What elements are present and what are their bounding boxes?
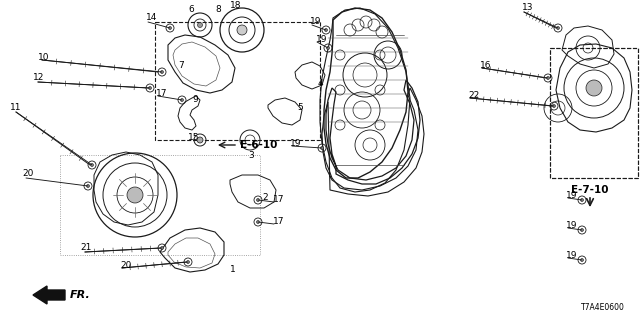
Circle shape — [148, 86, 152, 90]
Circle shape — [186, 260, 189, 263]
Circle shape — [198, 22, 202, 28]
Text: 8: 8 — [215, 5, 221, 14]
Text: E-7-10: E-7-10 — [572, 185, 609, 195]
Bar — [60, 155, 260, 255]
Text: 5: 5 — [297, 102, 303, 111]
Text: 18: 18 — [230, 2, 241, 11]
Circle shape — [552, 105, 556, 108]
Text: 2: 2 — [262, 194, 268, 203]
Text: 13: 13 — [522, 4, 534, 12]
Circle shape — [197, 137, 203, 143]
Text: 19: 19 — [566, 221, 577, 230]
Circle shape — [580, 198, 584, 202]
Text: 19: 19 — [566, 252, 577, 260]
Circle shape — [161, 70, 163, 74]
Text: 22: 22 — [468, 91, 479, 100]
Circle shape — [586, 80, 602, 96]
Text: 19: 19 — [290, 139, 301, 148]
Text: E-6-10: E-6-10 — [240, 140, 277, 150]
Text: T7A4E0600: T7A4E0600 — [581, 303, 625, 312]
Text: 20: 20 — [22, 170, 33, 179]
Text: 4: 4 — [318, 78, 324, 87]
Circle shape — [127, 187, 143, 203]
Text: 6: 6 — [188, 5, 194, 14]
Text: 9: 9 — [192, 94, 198, 103]
Text: 11: 11 — [10, 103, 22, 113]
Text: 20: 20 — [120, 261, 131, 270]
Circle shape — [547, 76, 550, 79]
Circle shape — [257, 220, 259, 223]
Text: 17: 17 — [156, 89, 168, 98]
Text: 17: 17 — [273, 218, 285, 227]
Circle shape — [321, 147, 323, 149]
Text: 12: 12 — [33, 74, 44, 83]
Text: 1: 1 — [230, 266, 236, 275]
Text: 7: 7 — [178, 60, 184, 69]
Circle shape — [580, 259, 584, 261]
Text: 19: 19 — [310, 18, 321, 27]
Text: FR.: FR. — [70, 290, 91, 300]
Bar — [550, 48, 638, 178]
Circle shape — [257, 198, 259, 202]
Text: 19: 19 — [316, 36, 328, 44]
Text: 21: 21 — [80, 244, 92, 252]
Text: 10: 10 — [38, 52, 49, 61]
Text: 16: 16 — [480, 60, 492, 69]
Text: 19: 19 — [566, 190, 577, 199]
Circle shape — [161, 246, 163, 250]
Circle shape — [580, 228, 584, 231]
Circle shape — [324, 28, 328, 31]
Circle shape — [168, 27, 172, 29]
Circle shape — [90, 164, 93, 166]
Circle shape — [86, 185, 90, 188]
Bar — [155, 22, 320, 140]
Text: 15: 15 — [188, 132, 200, 141]
Bar — [550, 48, 638, 178]
Circle shape — [557, 27, 559, 29]
Circle shape — [237, 25, 247, 35]
Text: 17: 17 — [273, 196, 285, 204]
Circle shape — [326, 46, 330, 50]
FancyArrow shape — [33, 286, 65, 304]
Text: 14: 14 — [146, 13, 157, 22]
Text: 3: 3 — [248, 150, 253, 159]
Circle shape — [180, 99, 184, 101]
